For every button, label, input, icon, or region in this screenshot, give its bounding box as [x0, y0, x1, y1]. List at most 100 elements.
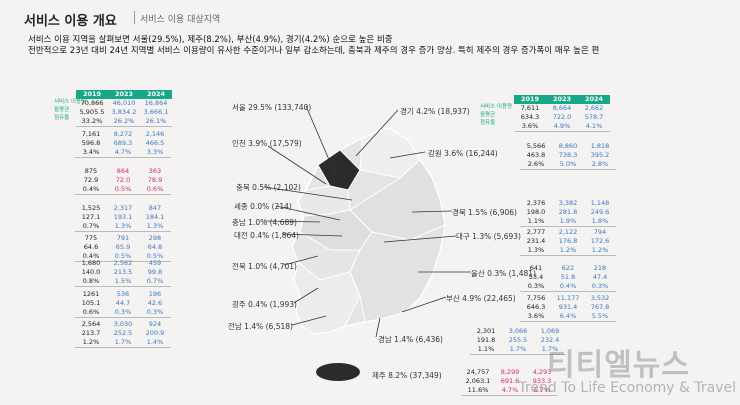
mainland-shape	[291, 127, 446, 335]
table-cell: 0.3%	[584, 282, 616, 292]
table-cell: 0.3%	[520, 282, 552, 292]
watermark-tagline: Trend To Life Economy & Travel	[518, 380, 736, 396]
table-cell: 1.8%	[584, 217, 616, 227]
stat-table-13: 641 622 218 53.4 51.8 47.4 0.3% 0.4% 0.3%	[520, 264, 616, 292]
leader-lines	[263, 105, 471, 373]
table-cell: 5.5%	[584, 312, 616, 322]
table-cell: 2,662	[584, 104, 604, 112]
table-cell: 65.9	[115, 243, 131, 251]
table-cell: 3,066	[508, 327, 528, 335]
table-cell: 7,161	[81, 130, 101, 138]
table-cell: 864	[116, 167, 130, 175]
table-cell: 176.8	[558, 237, 578, 245]
stat-table-11: 2,376 3,382 1,148 198.0 281.8 249.6 1.1% 1.9% 1.…	[520, 199, 616, 227]
table-cell: 72.9	[83, 176, 99, 184]
table-cell: 767.8	[590, 303, 610, 311]
table-cell: 70,866	[80, 99, 104, 107]
table-cell: 2,146	[145, 130, 165, 138]
region-label-sejong: 세종 0.0% (214)	[234, 202, 292, 211]
table-cell: 2.6%	[520, 160, 552, 170]
page-title: 서비스 이용 개요	[24, 14, 117, 29]
year-header: 2019	[514, 95, 546, 104]
table-cell: 738.3	[558, 151, 578, 159]
table-cell: 64.6	[83, 243, 99, 251]
stat-table-7: 1261 536 196 105.1 44.7 42.6 0.6% 0.3% 0.3%	[75, 290, 171, 318]
stat-table-8: 2,564 3,030 924 213.7 252.5 200.9 1.2% 1.7% 1.4%	[75, 320, 171, 348]
stat-table-9: 2019 2023 2024 7,611 8,664 2,662 634.3 722.0 578…	[514, 95, 610, 132]
table-cell: 3.6%	[514, 122, 546, 132]
stat-table-14: 7,756 11,177 3,532 646.3 931.4 767.8 3.6% 6.4% 5…	[520, 294, 616, 322]
region-label-chungbuk: 충북 0.5% (2,102)	[236, 183, 301, 192]
stat-table-1: 2019 2023 2024 70,866 46,010 16,864 5,905.5 3,8…	[76, 90, 172, 127]
jeju-island-shape	[316, 363, 360, 381]
region-label-chungnam: 충남 1.0% (4,689)	[232, 218, 297, 227]
table-cell: 2,376	[526, 199, 546, 207]
table-cell: 3.4%	[75, 148, 107, 158]
table-cell: 2,122	[558, 228, 578, 236]
region-label-gwangju: 광주 0.4% (1,993)	[232, 300, 297, 309]
table-cell: 249.6	[590, 208, 610, 216]
table-cell: 191.8	[476, 336, 496, 344]
table-cell: 2,063.1	[465, 377, 491, 385]
stat-table-5: 775 791 298 64.6 65.9 64.8 0.4% 0.5% 0.5%	[75, 234, 171, 262]
table-cell: 0.7%	[75, 222, 107, 232]
stat-table-2: 7,161 8,272 2,146 596.8 689.3 466.5 3.4% 4.7% 3.…	[75, 130, 171, 158]
region-label-jeju: 제주 8.2% (37,349)	[372, 371, 442, 380]
table-cell: 140.0	[81, 268, 101, 276]
table-cell: 689.3	[113, 139, 133, 147]
table-cell: 105.1	[81, 299, 101, 307]
table-cell: 634.3	[520, 113, 540, 121]
year-header: 2023	[108, 90, 140, 99]
table-cell: 127.1	[81, 213, 101, 221]
stat-table-12: 2,777 2,122 794 231.4 176.8 172.6 1.3% 1.2% 1.2%	[520, 228, 616, 256]
table-cell: 2,301	[476, 327, 496, 335]
table-cell: 3,030	[113, 320, 133, 328]
region-label-incheon: 인천 3.9% (17,579)	[232, 139, 302, 148]
table-cell: 4.9%	[546, 122, 578, 132]
table-cell: 0.8%	[75, 277, 107, 287]
table-cell: 1261	[82, 290, 100, 298]
table-cell: 198.0	[526, 208, 546, 216]
table-cell: 0.6%	[139, 185, 171, 195]
table-cell: 0.4%	[552, 282, 584, 292]
table-cell: 2,564	[81, 320, 101, 328]
table-cell: 2.8%	[584, 160, 616, 170]
table-cell: 8,272	[113, 130, 133, 138]
table-cell: 0.4%	[75, 185, 107, 195]
table-cell: 218	[593, 264, 607, 272]
table-cell: 231.4	[526, 237, 546, 245]
region-label-jeonbuk: 전북 1.0% (4,701)	[232, 262, 297, 271]
stat-table-16: 24,757 8,299 4,293 2,063.1 691.6 933.3 11.6% 4.…	[462, 368, 558, 396]
year-header: 2024	[140, 90, 172, 99]
table-cell: 578.7	[584, 113, 604, 121]
table-cell: 924	[148, 320, 162, 328]
table-cell: 72.0	[115, 176, 131, 184]
table-cell: 7,756	[526, 294, 546, 302]
table-cell: 232.4	[540, 336, 560, 344]
table-cell: 1.7%	[534, 345, 566, 355]
table-cell: 7,611	[520, 104, 540, 112]
table-cell: 51.8	[560, 273, 576, 281]
table-cell: 875	[84, 167, 98, 175]
table-cell: 2,562	[113, 259, 133, 267]
table-cell: 0.5%	[107, 185, 139, 195]
table-cell: 200.9	[145, 329, 165, 337]
table-cell: 466.5	[145, 139, 165, 147]
region-label-seoul: 서울 29.5% (133,740)	[232, 103, 312, 112]
table-cell: 3,666.1	[143, 108, 169, 116]
table-cell: 931.4	[558, 303, 578, 311]
table-cell: 99.8	[147, 268, 163, 276]
table-cell: 0.4%	[75, 252, 107, 262]
table-cell: 791	[116, 234, 130, 242]
table-cell: 596.8	[81, 139, 101, 147]
table-cell: 42.6	[147, 299, 163, 307]
table-cell: 3,834.2	[111, 108, 137, 116]
summary-line-2: 전반적으로 23년 대비 24년 지역별 서비스 이용량이 유사한 수준이거나 …	[28, 46, 600, 56]
table-cell: 196	[148, 290, 162, 298]
stat-table-3: 875 864 363 72.9 72.0 78.9 0.4% 0.5% 0.6%	[75, 167, 171, 195]
table-cell: 193.1	[113, 213, 133, 221]
table-cell: 722.0	[552, 113, 572, 121]
table-cell: 0.5%	[107, 252, 139, 262]
stat-table-15: 2,301 3,066 1,069 191.8 255.5 232.4 1.1% 1.7% 1.…	[470, 327, 566, 355]
table-cell: 3.6%	[520, 312, 552, 322]
